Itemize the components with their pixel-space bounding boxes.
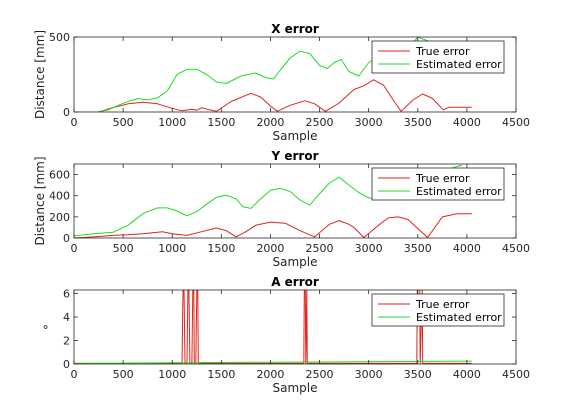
x-tick-label: 2000 — [256, 368, 284, 381]
x-tick-label: 3500 — [404, 116, 432, 129]
x-tick-label: 3000 — [355, 116, 383, 129]
x-axis-label: Sample — [273, 129, 318, 143]
x-tick-label: 500 — [113, 368, 134, 381]
x-axis-label: Sample — [273, 381, 318, 395]
x-tick-label: 500 — [113, 116, 134, 129]
x-tick-label: 2000 — [256, 116, 284, 129]
series-line-true-error — [74, 290, 472, 364]
x-tick-label: 3500 — [404, 368, 432, 381]
x-tick-label: 1000 — [158, 242, 186, 255]
x-tick-label: 1500 — [207, 368, 235, 381]
axes-frame — [73, 163, 517, 239]
series-line-true-error — [74, 79, 472, 112]
legend-label: True error — [415, 172, 470, 185]
legend-box — [371, 167, 505, 201]
legend-label: Estimated error — [416, 185, 502, 198]
x-tick-label: 3000 — [355, 242, 383, 255]
axes-frame — [73, 289, 517, 365]
chart-title: A error — [271, 275, 319, 289]
legend-label: Estimated error — [416, 58, 502, 71]
y-tick-label: 600 — [49, 169, 70, 182]
axes-frame — [73, 36, 517, 113]
x-tick-label: 0 — [71, 116, 78, 129]
x-tick-label: 4000 — [453, 116, 481, 129]
x-tick-label: 2500 — [306, 368, 334, 381]
x-tick-label: 2000 — [256, 242, 284, 255]
x-tick-label: 1500 — [207, 116, 235, 129]
y-tick-label: 0 — [63, 358, 70, 371]
legend-box — [371, 40, 505, 74]
x-tick-label: 4000 — [453, 242, 481, 255]
chart-title: Y error — [270, 149, 318, 163]
x-axis-label: Sample — [273, 255, 318, 269]
subplot-2: 0 500 1000 1500 2000 2500 3000 3500 4000 4500 0 200… — [33, 149, 530, 269]
x-tick-label: 4500 — [502, 242, 530, 255]
x-tick-label: 1500 — [207, 242, 235, 255]
series-line-true-error — [74, 213, 472, 238]
subplot-3: 0 500 1000 1500 2000 2500 3000 3500 4000 4500 0 2 4 6… — [42, 275, 530, 395]
x-tick-label: 0 — [71, 368, 78, 381]
legend-label: Estimated error — [416, 311, 502, 324]
legend-label: True error — [415, 298, 470, 311]
x-tick-label: 500 — [113, 242, 134, 255]
legend-box — [371, 293, 505, 327]
x-tick-label: 1000 — [158, 116, 186, 129]
legend-label: True error — [415, 45, 470, 58]
y-tick-label: 6 — [63, 288, 70, 301]
y-tick-label: 500 — [49, 31, 70, 44]
y-axis-label: Distance [mm] — [33, 156, 47, 245]
x-tick-label: 4500 — [502, 368, 530, 381]
y-tick-label: 200 — [49, 211, 70, 224]
x-tick-label: 2500 — [306, 116, 334, 129]
x-tick-label: 4500 — [502, 116, 530, 129]
x-tick-label: 1000 — [158, 368, 186, 381]
x-tick-label: 3000 — [355, 368, 383, 381]
y-axis-label: ° — [42, 324, 56, 330]
y-tick-label: 2 — [63, 335, 70, 348]
y-tick-label: 4 — [63, 311, 70, 324]
y-tick-label: 0 — [63, 106, 70, 119]
subplot-1: 0 500 1000 1500 2000 2500 3000 3500 4000 4500 0 500… — [33, 22, 530, 143]
x-tick-label: 4000 — [453, 368, 481, 381]
y-axis-label: Distance [mm] — [33, 30, 47, 119]
x-tick-label: 2500 — [306, 242, 334, 255]
chart-title: X error — [271, 22, 319, 36]
y-tick-label: 0 — [63, 232, 70, 245]
x-tick-label: 3500 — [404, 242, 432, 255]
x-tick-label: 0 — [71, 242, 78, 255]
y-tick-label: 400 — [49, 190, 70, 203]
